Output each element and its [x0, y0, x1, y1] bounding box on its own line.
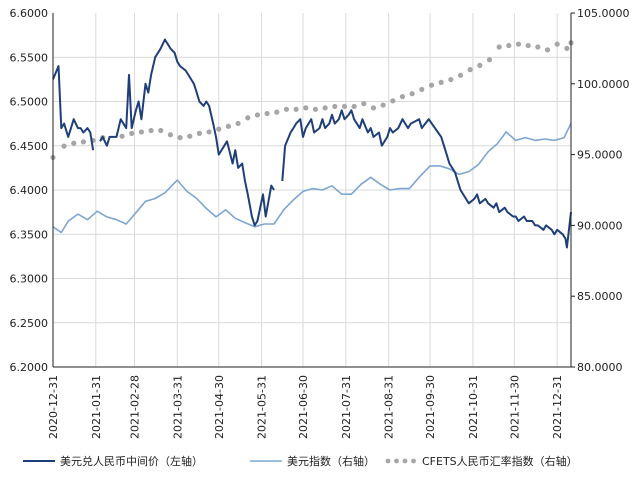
cfets-point: [206, 129, 212, 135]
cfets-point: [380, 102, 386, 108]
left-tick-label: 6.3500: [10, 228, 49, 241]
cfets-point: [457, 72, 464, 78]
x-tick-label: 2021-06-30: [297, 375, 310, 439]
cfets-point: [361, 101, 367, 107]
x-axis-ticks: 2020-12-31 2021-01-31 2021-02-28 2021-03-31…: [47, 375, 564, 439]
x-tick-label: 2021-12-31: [551, 375, 564, 439]
cfets-point: [80, 139, 86, 145]
right-axis-ticks: 105.0000 100.0000 95.0000 90.0000 85.0000 80.…: [571, 7, 630, 374]
cfets-point: [544, 47, 551, 53]
x-tick-label: 2021-02-28: [128, 375, 141, 439]
cfets-point: [390, 98, 396, 104]
axes: [52, 13, 572, 368]
series-cfets-dots: [50, 40, 574, 161]
x-tick-label: 2021-10-31: [467, 375, 480, 439]
cfets-point: [525, 42, 531, 49]
cfets-point: [496, 44, 502, 50]
cfets-point: [293, 106, 299, 112]
cfets-point: [428, 82, 435, 88]
series-layer: [50, 38, 574, 249]
cfets-point: [148, 127, 154, 134]
cfets-point: [564, 45, 570, 52]
cfets-point: [245, 115, 251, 121]
left-tick-label: 6.4500: [10, 140, 49, 153]
cfets-point: [225, 123, 232, 129]
cfets-point: [216, 126, 222, 132]
cfets-point: [467, 67, 473, 73]
cfets-point: [254, 112, 261, 118]
left-axis-ticks: 6.6000 6.5500 6.5000 6.4500 6.4000 6.3500 6.30…: [10, 7, 49, 374]
left-tick-label: 6.5000: [10, 96, 49, 109]
cfets-point: [341, 103, 348, 110]
right-tick-label: 95.0000: [577, 149, 623, 162]
cfets-point: [312, 106, 319, 112]
cfets-point: [167, 132, 174, 138]
cfets-point: [535, 44, 541, 50]
x-tick-label: 2020-12-31: [47, 375, 60, 439]
cfets-point: [196, 130, 203, 136]
cfets-point: [332, 103, 338, 110]
cfets-point: [370, 105, 377, 111]
cfets-point: [351, 103, 357, 110]
x-tick-label: 2021-08-31: [383, 375, 396, 439]
right-tick-label: 85.0000: [577, 290, 623, 303]
legend-label: 美元指数（右轴）: [287, 454, 375, 468]
cfets-point: [506, 42, 512, 49]
x-tick-label: 2021-03-31: [171, 375, 184, 439]
cfets-point: [138, 129, 145, 135]
cfets-point: [177, 135, 183, 141]
right-tick-label: 80.0000: [577, 361, 623, 374]
series-dxy-line: [52, 123, 572, 234]
cfets-point: [158, 127, 164, 134]
cfets-point: [322, 105, 328, 111]
cfets-point: [486, 57, 493, 63]
left-tick-label: 6.4000: [10, 184, 49, 197]
cfets-point: [419, 86, 425, 93]
cfets-point: [119, 133, 125, 139]
left-tick-label: 6.5500: [10, 51, 49, 64]
legend-item-usdcny: 美元兑人民币中间价（左轴）: [23, 454, 203, 468]
legend: 美元兑人民币中间价（左轴） 美元指数（右轴） CFETS人民币汇率指数（右轴）: [23, 454, 578, 468]
grid: [53, 13, 571, 367]
cfets-point: [515, 41, 522, 47]
legend-label: CFETS人民币汇率指数（右轴）: [422, 454, 578, 468]
cfets-point: [477, 62, 483, 68]
cfets-point: [187, 133, 193, 139]
legend-label: 美元兑人民币中间价（左轴）: [60, 454, 203, 468]
cfets-point: [264, 110, 270, 117]
right-tick-label: 105.0000: [577, 7, 630, 20]
right-tick-label: 100.0000: [577, 78, 630, 91]
legend-swatch-dot: [385, 458, 391, 464]
cfets-point: [448, 76, 454, 83]
cfets-point: [274, 109, 280, 115]
cfets-point: [438, 79, 444, 85]
left-tick-label: 6.2000: [10, 361, 49, 374]
cfets-point: [409, 91, 415, 97]
cfets-point: [129, 130, 135, 136]
cfets-point: [235, 120, 241, 127]
x-tick-label: 2021-09-30: [424, 375, 437, 439]
x-tick-label: 2021-04-30: [213, 375, 226, 439]
series-usdcny-line: [52, 38, 572, 249]
cfets-point: [61, 143, 67, 149]
cfets-point: [399, 93, 406, 100]
legend-swatch-dot: [394, 458, 399, 464]
cfets-point: [283, 106, 290, 112]
legend-swatch-dot: [402, 458, 408, 464]
x-tick-label: 2021-07-31: [340, 375, 353, 439]
legend-item-cfets: CFETS人民币汇率指数（右轴）: [385, 454, 578, 468]
left-tick-label: 6.3000: [10, 273, 49, 286]
x-tick-label: 2021-11-30: [508, 375, 521, 439]
x-tick-label: 2021-01-31: [90, 375, 103, 439]
cfets-point: [71, 140, 77, 146]
left-tick-label: 6.6000: [10, 7, 49, 20]
cfets-point: [303, 105, 309, 111]
x-tick-label: 2021-05-31: [256, 375, 269, 439]
cfets-point: [554, 41, 560, 47]
right-tick-label: 90.0000: [577, 219, 623, 232]
left-tick-label: 6.2500: [10, 317, 49, 330]
legend-swatch-dot: [411, 458, 416, 464]
legend-item-dxy: 美元指数（右轴）: [250, 454, 375, 468]
